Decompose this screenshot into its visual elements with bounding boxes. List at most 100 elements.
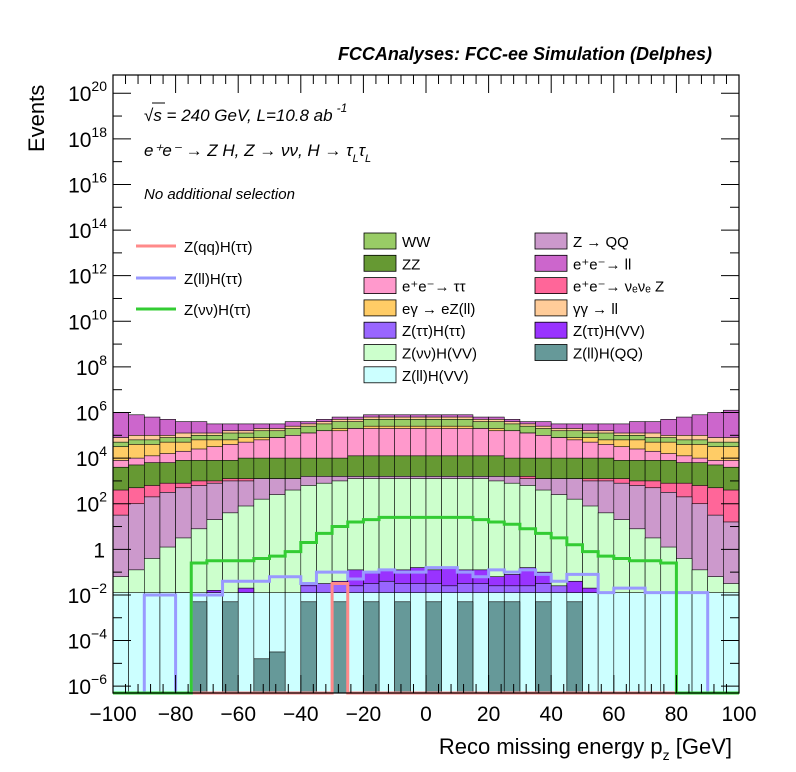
- bar-ZllHQQ-20: [425, 601, 442, 694]
- legend-label: WW: [402, 234, 431, 251]
- bar-ZllHQQ-22: [456, 601, 474, 694]
- legend-swatch: [363, 277, 397, 295]
- y-tick-base: 10: [68, 585, 91, 608]
- y-tick-base: 10: [76, 448, 99, 471]
- y-tick-sup: 18: [91, 124, 107, 140]
- bar-ZllHQQ-24: [488, 601, 505, 694]
- y-tick-base: 10: [68, 311, 91, 334]
- bar-ZllHQQ-16: [363, 601, 380, 694]
- bar-ZllHVV-0: [112, 592, 129, 694]
- legend-label: Z(ll)H(VV): [402, 368, 469, 385]
- legend-signal-label: Z(ll)H(ττ): [184, 271, 243, 288]
- annotation-energy-sup: -1: [337, 101, 348, 115]
- bar-ZllHVV-6: [206, 592, 223, 694]
- bar-ZllHQQ-10: [269, 651, 286, 694]
- x-axis-label: Reco missing energy pz [GeV]: [439, 734, 732, 763]
- bar-ZllHQQ-25: [503, 601, 521, 694]
- bar-ZllHQQ-29: [566, 601, 583, 694]
- bar-ZllHVV-36: [676, 592, 693, 694]
- stack-ZllHQQ: [190, 601, 583, 694]
- bar-ZllHVV-26: [519, 592, 536, 694]
- legend-swatch: [363, 366, 397, 384]
- bar-ZllHVV-15: [347, 592, 364, 694]
- y-tick-sup: 14: [91, 215, 107, 231]
- signal-ZllHtt: [113, 566, 739, 695]
- y-tick-base: 10: [68, 631, 91, 654]
- y-tick-label: 108: [76, 352, 107, 380]
- legend-swatch: [363, 232, 397, 250]
- bar-ZllHVV-34: [644, 592, 662, 694]
- legend-swatch: [534, 321, 568, 339]
- bar-ZllHQQ-5: [190, 601, 208, 694]
- y-tick-base: 10: [76, 357, 99, 380]
- bar-ZllHVV-37: [691, 592, 708, 694]
- legend-label: e⁺e⁻→ ll: [573, 256, 631, 273]
- bar-ZllHVV-17: [378, 592, 395, 694]
- x-tick-label: −20: [346, 703, 382, 726]
- legend-label: γγ → ll: [573, 301, 618, 318]
- bar-ZllHVV-31: [597, 592, 615, 694]
- bar-ZllHVV-3: [159, 592, 176, 694]
- y-tick-label: 106: [76, 398, 107, 426]
- x-tick-label: 20: [477, 703, 500, 726]
- y-tick-base: 10: [68, 83, 91, 106]
- annotation-energy-text: √s = 240 GeV, L=10.8 ab: [144, 106, 333, 125]
- bar-ZllHVV-39: [723, 592, 740, 694]
- y-tick-label: 1012: [68, 261, 107, 289]
- legend-swatch: [363, 299, 397, 317]
- x-tick-label: −80: [158, 703, 194, 726]
- axis-ticks: −100 −80 −60 −40 −20 0 20 40 60 80 100102010181016…: [68, 75, 757, 726]
- legend-swatch: [534, 277, 568, 295]
- signal-ZnnHtt: [113, 515, 739, 695]
- bar-ZllHQQ-7: [222, 601, 239, 694]
- x-tick-label: 80: [665, 703, 688, 726]
- y-tick-sup: −6: [91, 671, 107, 687]
- y-tick-base: 10: [76, 403, 99, 426]
- annotation-process-text: e⁺e⁻ → Z H, Z → νν, H → τ: [144, 141, 354, 160]
- bar-ZllHVV-19: [410, 592, 427, 694]
- bar-ZllHQQ-14: [331, 601, 349, 694]
- y-tick-label: 104: [76, 443, 107, 471]
- bar-ZllHVV-35: [660, 592, 677, 694]
- y-tick-label: 1010: [68, 306, 107, 334]
- y-tick-base: 10: [68, 129, 91, 152]
- legend-swatch: [363, 344, 397, 361]
- bar-ZllHVV-28: [550, 592, 568, 694]
- legend-label: e⁺e⁻→ νₑνₑ Z: [573, 279, 664, 296]
- y-tick-label: 10−2: [68, 580, 108, 608]
- bar-ZllHVV-32: [613, 592, 630, 694]
- x-axis-label-main: Reco missing energy p: [439, 734, 663, 759]
- annotation-process-tau2: τ: [359, 141, 367, 160]
- legend-swatch: [534, 344, 568, 361]
- x-tick-label: −60: [220, 703, 256, 726]
- y-tick-sup: 12: [91, 261, 107, 277]
- legend-label: eγ → eZ(ll): [402, 301, 475, 318]
- y-tick-label: 10−6: [68, 671, 108, 699]
- y-tick-label: 1016: [68, 169, 107, 197]
- x-tick-label: −100: [89, 703, 136, 726]
- bar-ZllHVV-33: [629, 592, 646, 694]
- y-tick-sup: 16: [91, 169, 107, 185]
- bar-ZllHVV-23: [472, 592, 489, 694]
- y-tick-sup: −2: [91, 580, 107, 596]
- legend-swatch: [534, 232, 568, 250]
- y-tick-sup: 2: [99, 489, 107, 505]
- legend-label: Z(ττ)H(VV): [573, 323, 645, 340]
- bar-ZllHVV-4: [175, 592, 192, 694]
- legend-label: Z → QQ: [573, 234, 629, 251]
- legend-label: Z(ττ)H(ττ): [402, 323, 466, 340]
- bar-ZllHVV-13: [316, 592, 333, 694]
- bar-ZllHQQ-27: [535, 601, 552, 694]
- y-tick-sup: 20: [91, 78, 107, 94]
- annotation-process-sub2: L: [365, 153, 371, 165]
- bar-ZllHVV-30: [582, 592, 599, 694]
- y-axis-label: Events: [24, 85, 49, 152]
- y-tick-base: 10: [68, 676, 91, 699]
- legend: Z(qq)H(ττ) Z(ll)H(ττ) Z(νν)H(ττ) WW ZZ e⁺e⁻→ …: [136, 232, 664, 385]
- legend-signal-label: Z(νν)H(ττ): [184, 302, 251, 319]
- bar-ZllHVV-11: [284, 592, 302, 694]
- y-tick-label: 1014: [68, 215, 107, 243]
- y-tick-sup: 4: [99, 443, 107, 459]
- annotation-selection: No additional selection: [144, 186, 295, 203]
